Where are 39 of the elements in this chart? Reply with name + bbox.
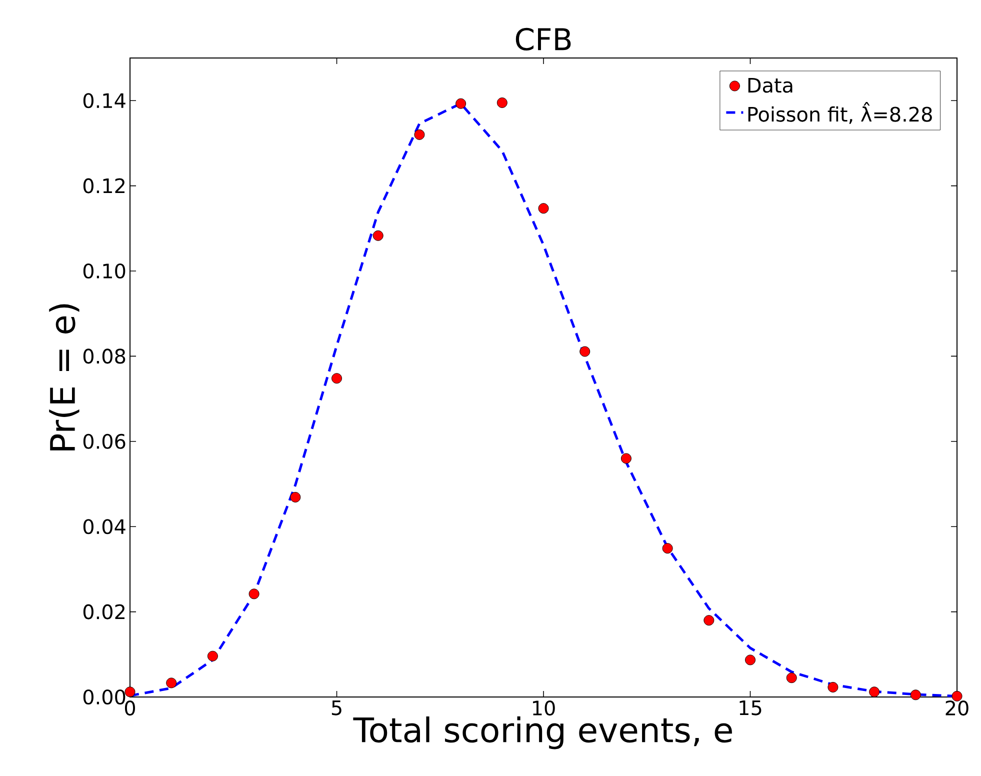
legend-label: Poisson fit, λ̂=8.28 bbox=[748, 102, 932, 124]
point bbox=[332, 373, 342, 384]
y-tick-label: 0.04 bbox=[83, 519, 126, 534]
point bbox=[124, 686, 136, 698]
chart-title: CFB bbox=[516, 28, 571, 50]
y-tick-label: 0.14 bbox=[83, 93, 126, 108]
point bbox=[952, 690, 962, 702]
point bbox=[662, 543, 673, 554]
x-axis-title: Total scoring events, e bbox=[353, 716, 732, 750]
point bbox=[580, 346, 590, 357]
point bbox=[456, 98, 466, 109]
point bbox=[786, 672, 797, 684]
point bbox=[704, 615, 714, 626]
y-axis-title: Pr(E = e) bbox=[49, 304, 80, 450]
x-tick-label: 15 bbox=[740, 700, 762, 716]
point bbox=[372, 230, 384, 241]
point bbox=[414, 129, 425, 140]
x-tick-label: 0 bbox=[124, 700, 136, 716]
point bbox=[745, 654, 756, 666]
x-tick-label: 5 bbox=[332, 700, 342, 716]
point bbox=[538, 203, 549, 214]
y-tick-label: 0.00 bbox=[83, 689, 126, 705]
point bbox=[910, 690, 921, 700]
point bbox=[290, 492, 301, 502]
point bbox=[248, 588, 260, 600]
point bbox=[828, 682, 838, 692]
point bbox=[166, 678, 177, 688]
point bbox=[620, 453, 632, 464]
y-tick-label: 0.06 bbox=[83, 434, 126, 449]
x-tick-label: 20 bbox=[946, 700, 968, 716]
x-tick-label: 10 bbox=[533, 700, 555, 716]
point bbox=[496, 97, 508, 108]
y-tick-label: 0.02 bbox=[83, 604, 124, 620]
point bbox=[207, 650, 218, 662]
y-tick-label: 0.12 bbox=[83, 178, 124, 194]
point bbox=[869, 686, 880, 698]
y-tick-label: 0.10 bbox=[83, 263, 126, 279]
y-tick-label: 0.08 bbox=[83, 348, 126, 364]
legend-label: Data bbox=[748, 78, 792, 93]
